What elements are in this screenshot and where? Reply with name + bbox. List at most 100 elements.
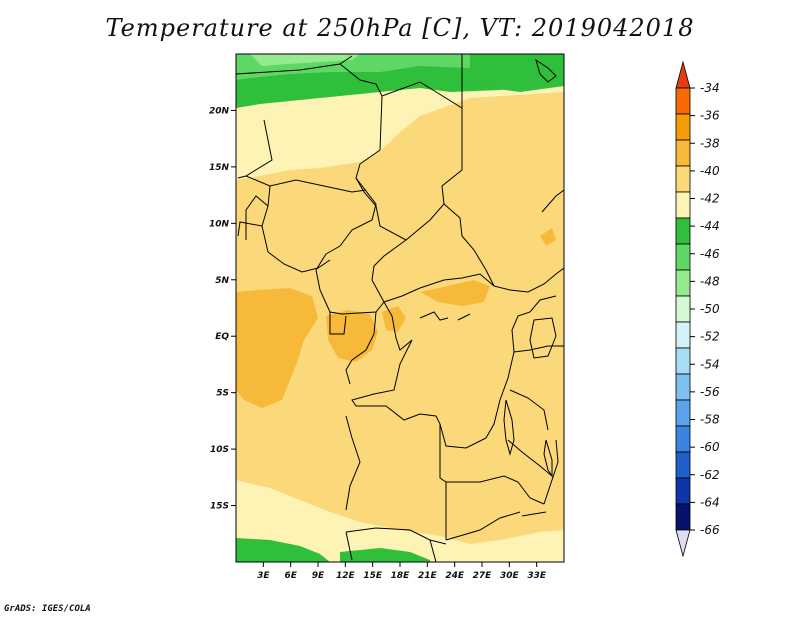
border-line — [485, 295, 557, 439]
colorbar-segment — [675, 373, 691, 401]
colorbar-label: -42 — [700, 192, 720, 206]
colorbar-segment — [675, 165, 691, 193]
border-line — [509, 389, 549, 431]
colorbar-segment — [675, 321, 691, 349]
x-tick-label: 30E — [500, 571, 520, 581]
border-line — [445, 511, 521, 541]
map-title: Temperature at 250hPa [C], VT: 201904201… — [105, 14, 695, 42]
border-line — [237, 119, 273, 179]
border-line — [245, 175, 367, 193]
colorbar-label: -46 — [700, 247, 720, 261]
colorbar-label: -52 — [700, 330, 720, 344]
x-tick-label: 24E — [445, 571, 465, 581]
x-tick-label: 27E — [473, 571, 493, 581]
x-tick-label: 18E — [391, 571, 411, 581]
y-tick-label: 5N — [215, 276, 229, 286]
colorbar-label: -38 — [700, 136, 720, 150]
colorbar-label: -44 — [700, 219, 720, 233]
border-line — [507, 439, 553, 477]
border-line — [345, 527, 447, 545]
border-line — [439, 424, 447, 540]
colorbar-segment — [675, 139, 691, 167]
y-axis: 20N 15N 10N 5N EQ 5S 10S 15S — [209, 106, 236, 512]
colorbar-label: -62 — [700, 468, 720, 482]
border-line — [325, 95, 383, 255]
x-tick-label: 15E — [363, 571, 383, 581]
field-minus38-gabon — [326, 310, 378, 362]
colorbar-segment — [675, 243, 691, 271]
border-line — [371, 239, 495, 303]
colorbar-label: -66 — [700, 523, 720, 537]
border-line — [513, 345, 564, 353]
colorbar-segment — [675, 191, 691, 219]
x-tick-label: 6E — [284, 571, 297, 581]
y-tick-label: EQ — [215, 332, 229, 342]
colorbar-segment — [675, 477, 691, 505]
border-line — [345, 415, 361, 511]
colorbar-segment — [675, 347, 691, 375]
colorbar: -34 -36 -38 -40 -42 -44 -46 -48 -50 -52 -54 -56 -58 -… — [675, 60, 720, 558]
colorbar-bottom-arrow — [675, 529, 691, 558]
colorbar-top-arrow — [675, 60, 691, 89]
colorbar-segment — [675, 451, 691, 479]
temperature-field — [236, 54, 564, 562]
border-line — [493, 267, 564, 293]
y-tick-label: 5S — [216, 389, 229, 399]
colorbar-segment — [675, 87, 691, 115]
colorbar-segment — [675, 295, 691, 323]
colorbar-segment — [675, 217, 691, 245]
border-line — [355, 108, 463, 241]
border-line — [245, 195, 269, 240]
lake-victoria-outline — [529, 317, 557, 359]
colorbar-segment — [675, 113, 691, 141]
grads-credit: GrADS: IGES/COLA — [4, 604, 91, 614]
field-minus38-east-spot — [540, 228, 556, 246]
x-axis: 3E 6E 9E 12E 15E 18E 21E 24E 27E 30E 33E — [257, 562, 547, 581]
colorbar-label: -60 — [700, 440, 720, 454]
field-minus44-south-west — [236, 538, 330, 562]
field-minus48-north — [250, 54, 360, 66]
border-line — [446, 475, 545, 505]
border-line — [345, 531, 353, 561]
colorbar-label: -58 — [700, 413, 720, 427]
border-line — [356, 405, 487, 449]
field-minus38-north-congo — [420, 280, 490, 306]
y-tick-label: 20N — [209, 106, 230, 116]
border-line — [236, 55, 353, 75]
coastline-northeast — [535, 58, 557, 83]
river-line — [419, 311, 449, 321]
field-minus44-south-mid — [340, 548, 430, 562]
border-line — [261, 185, 331, 273]
country-borders — [236, 54, 564, 562]
y-tick-label: 15N — [209, 163, 230, 173]
colorbar-segment — [675, 425, 691, 453]
colorbar-segment — [675, 399, 691, 427]
colorbar-segment — [675, 269, 691, 297]
x-tick-label: 9E — [312, 571, 325, 581]
border-line — [383, 301, 413, 351]
field-minus38-central — [382, 306, 406, 332]
river-line — [457, 313, 471, 321]
border-line — [429, 539, 437, 562]
colorbar-label: -36 — [700, 109, 720, 123]
field-minus42-south — [236, 480, 564, 562]
colorbar-label: -54 — [700, 357, 720, 371]
border-line — [351, 339, 413, 407]
y-tick-label: 10N — [209, 219, 230, 229]
border-line — [543, 439, 559, 505]
colorbar-label: -34 — [700, 81, 720, 95]
x-tick-label: 33E — [527, 571, 547, 581]
lake-tanganyika-outline — [503, 399, 515, 456]
colorbar-label: -56 — [700, 385, 720, 399]
colorbar-label: -40 — [700, 164, 720, 178]
border-line — [541, 189, 564, 213]
colorbar-label: -48 — [700, 274, 720, 288]
x-tick-label: 3E — [257, 571, 270, 581]
colorbar-label: -50 — [700, 302, 720, 316]
colorbar-segment — [675, 503, 691, 531]
field-minus44-northeast — [470, 54, 564, 92]
x-tick-label: 12E — [336, 571, 356, 581]
border-line — [345, 311, 377, 385]
river-line — [521, 511, 547, 517]
